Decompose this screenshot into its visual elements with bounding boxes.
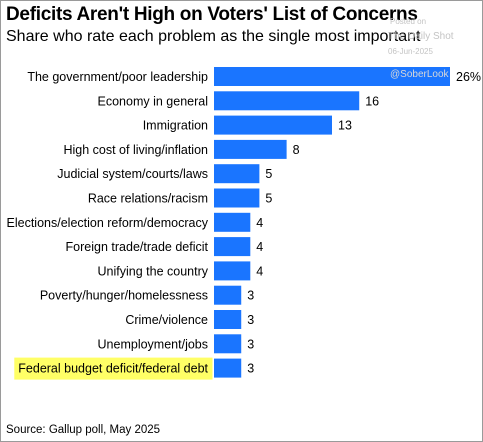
value-label: 4 — [256, 216, 263, 230]
chart-source: Source: Gallup poll, May 2025 — [6, 424, 161, 436]
value-label: 3 — [247, 313, 254, 327]
value-label: 4 — [256, 264, 263, 278]
category-label: Poverty/hunger/homelessness — [40, 289, 208, 303]
watermark-posted-on: Posted on — [390, 17, 427, 26]
value-label: 5 — [265, 192, 272, 206]
watermark-daily-shot: The Daily Shot — [388, 31, 454, 42]
value-label: 3 — [247, 362, 254, 376]
value-label: 5 — [265, 167, 272, 181]
value-label: 26% — [456, 70, 481, 84]
category-label: High cost of living/inflation — [63, 143, 208, 157]
chart-subtitle: Share who rate each problem as the singl… — [6, 28, 421, 45]
value-label: 13 — [338, 119, 352, 133]
value-label: 8 — [293, 143, 300, 157]
bar — [214, 334, 242, 354]
bar — [214, 139, 287, 159]
category-label: Federal budget deficit/federal debt — [18, 362, 208, 376]
bar — [214, 285, 242, 305]
category-label: Crime/violence — [125, 313, 208, 327]
chart-title: Deficits Aren't High on Voters' List of … — [6, 4, 418, 25]
bar — [214, 358, 242, 378]
category-label: Judicial system/courts/laws — [57, 167, 208, 181]
value-label: 4 — [256, 240, 263, 254]
bar — [214, 261, 251, 281]
category-label: Elections/election reform/democracy — [7, 216, 209, 230]
bar — [214, 310, 242, 329]
bar — [214, 164, 260, 184]
category-label: Race relations/racism — [88, 192, 208, 206]
category-label: Foreign trade/trade deficit — [66, 240, 209, 254]
bar — [214, 67, 450, 86]
category-label: The government/poor leadership — [27, 70, 208, 84]
bar — [214, 188, 260, 208]
bar — [214, 237, 251, 257]
watermark-handle: @SoberLook — [390, 69, 449, 80]
bar — [214, 91, 360, 111]
category-highlight — [14, 357, 213, 380]
category-label: Economy in general — [98, 94, 208, 108]
value-label: 16 — [365, 94, 379, 108]
value-label: 3 — [247, 289, 254, 303]
value-label: 3 — [247, 337, 254, 351]
watermark-date: 06-Jun-2025 — [388, 47, 433, 56]
category-label: Immigration — [143, 119, 208, 133]
bar — [214, 115, 332, 135]
category-label: Unemployment/jobs — [98, 337, 208, 351]
bar — [214, 212, 251, 232]
category-label: Unifying the country — [98, 264, 209, 278]
